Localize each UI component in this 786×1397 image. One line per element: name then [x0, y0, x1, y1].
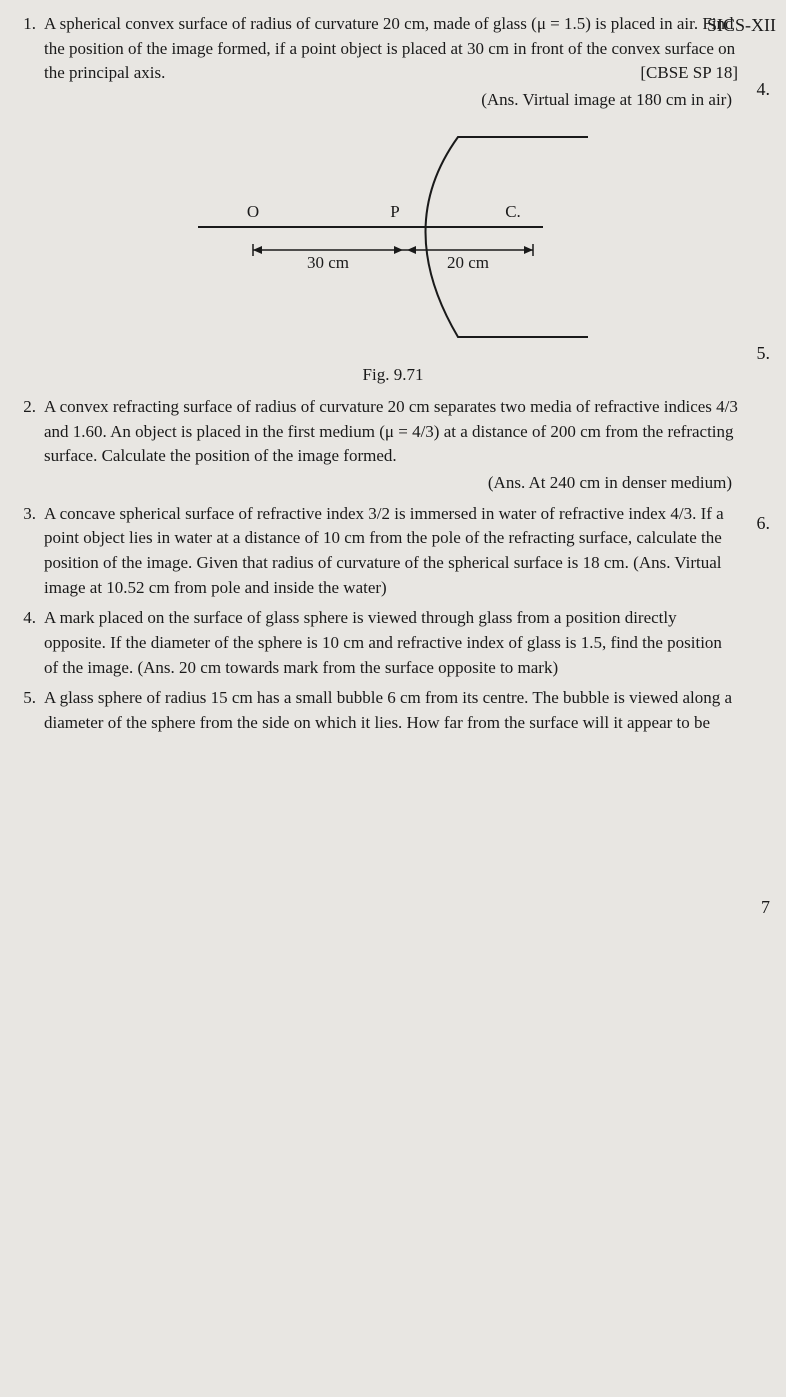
problem-number: 1. — [8, 12, 44, 113]
problem-1: 1. A spherical convex surface of radius … — [8, 12, 778, 113]
header-chapter-code: SICS-XII — [707, 12, 776, 38]
problem-number: 2. — [8, 395, 44, 496]
problem-number: 3. — [8, 502, 44, 601]
problem-answer: (Ans. At 240 cm in denser medium) — [44, 471, 738, 496]
page: SICS-XII 4. 5. 6. 7 1. A spherical conve… — [8, 12, 778, 736]
margin-marker-6: 6. — [757, 510, 771, 536]
problem-4: 4. A mark placed on the surface of glass… — [8, 606, 778, 680]
problem-body: A spherical convex surface of radius of … — [44, 12, 738, 113]
problem-number: 5. — [8, 686, 44, 735]
svg-text:20 cm: 20 cm — [447, 253, 489, 272]
problem-body: A concave spherical surface of refractiv… — [44, 502, 738, 601]
margin-marker-5: 5. — [757, 340, 771, 366]
problem-text: A glass sphere of radius 15 cm has a sma… — [44, 688, 732, 732]
problem-reference: [CBSE SP 18] — [640, 61, 738, 86]
problem-number: 4. — [8, 606, 44, 680]
figure-svg: O P C. 30 cm 20 cm — [193, 127, 593, 357]
problem-body: A convex refracting surface of radius of… — [44, 395, 738, 496]
figure-9-71: O P C. 30 cm 20 cm Fig. 9.71 — [193, 127, 593, 388]
problem-body: A mark placed on the surface of glass sp… — [44, 606, 738, 680]
svg-text:P: P — [390, 202, 399, 221]
problem-text: A spherical convex surface of radius of … — [44, 14, 735, 82]
figure-caption: Fig. 9.71 — [193, 363, 593, 388]
margin-marker-7: 7 — [761, 894, 770, 920]
problem-2: 2. A convex refracting surface of radius… — [8, 395, 778, 496]
problem-answer: (Ans. Virtual image at 180 cm in air) — [44, 88, 738, 113]
svg-text:30 cm: 30 cm — [307, 253, 349, 272]
problem-body: A glass sphere of radius 15 cm has a sma… — [44, 686, 738, 735]
svg-text:C.: C. — [505, 202, 521, 221]
problem-5: 5. A glass sphere of radius 15 cm has a … — [8, 686, 778, 735]
problem-answer: (Ans. 20 cm towards mark from the surfac… — [137, 658, 564, 677]
svg-text:O: O — [247, 202, 259, 221]
problem-3: 3. A concave spherical surface of refrac… — [8, 502, 778, 601]
problem-text: A concave spherical surface of refractiv… — [44, 504, 724, 572]
problem-text: A convex refracting surface of radius of… — [44, 397, 738, 465]
margin-marker-4: 4. — [757, 76, 771, 102]
